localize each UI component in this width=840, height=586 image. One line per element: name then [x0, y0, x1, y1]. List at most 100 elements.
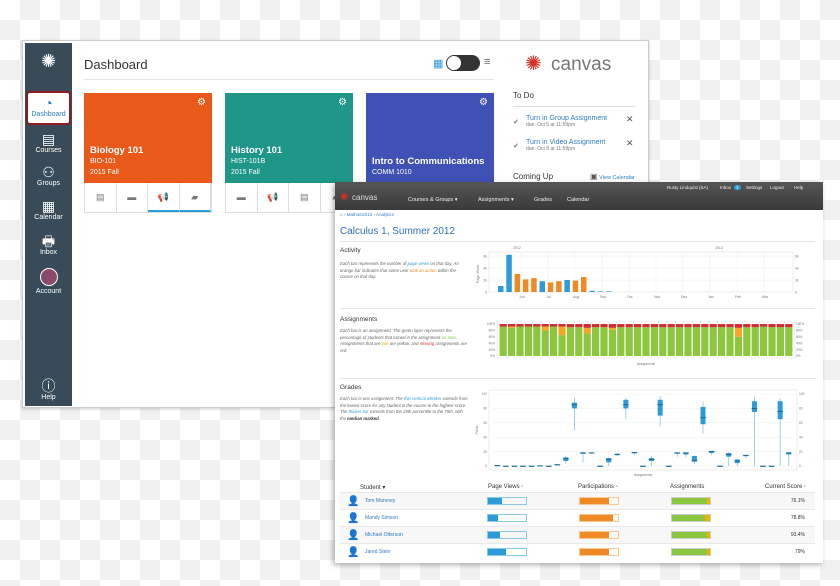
todo-link[interactable]: Turn in Video Assignment	[526, 139, 606, 146]
grade-box	[700, 406, 706, 425]
course-card-communications[interactable]: ⚙ Intro to Communications COMM 1010	[366, 93, 494, 183]
global-nav: ✺ ◔ Dashboard ▤ Courses ⚇ Groups ▦ Calendar …	[25, 43, 72, 406]
view-toggle[interactable]	[446, 55, 480, 71]
groups-icon: ⚇	[42, 164, 55, 180]
assignment-bar-on-time	[524, 326, 532, 356]
nav-grades[interactable]: Grades	[534, 197, 553, 203]
grades-heading: Grades	[340, 384, 362, 391]
x-tick-label: Jun	[519, 295, 525, 299]
assignment-bar-missing	[575, 324, 583, 328]
close-icon[interactable]: ✕	[626, 114, 634, 124]
col-student[interactable]: Student ▾	[360, 485, 386, 491]
logout-link[interactable]: Logout	[770, 185, 784, 190]
gear-icon[interactable]: ⚙	[479, 97, 488, 108]
student-name-link[interactable]: Mandy Simson	[365, 515, 399, 521]
assignment-bar-on-time	[743, 327, 751, 356]
current-score: 79%	[794, 549, 805, 555]
y-tick-label: 6k	[483, 255, 487, 259]
help-link[interactable]: Help	[794, 185, 804, 190]
list-view-icon[interactable]: ≡	[484, 56, 491, 68]
assignment-bar-on-time	[625, 327, 633, 356]
assignment-bar-missing	[642, 324, 650, 328]
inbox-link[interactable]: Inbox	[720, 185, 732, 190]
nav-account[interactable]: Account	[25, 268, 72, 295]
todo-item[interactable]: ✔ Turn in Group Assignment due: Oct 5 at 1…	[513, 115, 607, 128]
assignment-bar-on-time	[499, 326, 507, 356]
user-avatar-icon: 👤	[347, 547, 360, 558]
gear-icon[interactable]: ⚙	[338, 97, 347, 108]
grade-box	[769, 466, 775, 467]
nav-groups[interactable]: ⚇ Groups	[25, 164, 72, 187]
assignment-bar-missing	[583, 324, 591, 328]
files-folder-icon[interactable]: ▬	[117, 183, 148, 212]
grade-box	[571, 402, 577, 409]
divider	[340, 241, 815, 242]
assignment-bar-on-time	[768, 327, 776, 356]
brand-logo[interactable]: canvas	[352, 193, 378, 202]
nav-dashboard[interactable]: ◔ Dashboard	[26, 91, 71, 125]
assignment-bar-late	[508, 326, 516, 328]
col-page-views[interactable]: Page Views ◦	[488, 484, 524, 490]
student-name-link[interactable]: Tom Maroney	[365, 498, 396, 504]
breadcrumb-analytics[interactable]: Analytics	[376, 212, 395, 217]
nav-help[interactable]: ⓘ Help	[25, 378, 72, 401]
nav-calendar[interactable]: ▦ Calendar	[25, 198, 72, 221]
assignments-icon[interactable]: ▤	[289, 183, 321, 212]
x-tick-label: Jul	[546, 295, 551, 299]
view-calendar-link[interactable]: ▣ View Calendar	[590, 172, 635, 181]
nav-calendar[interactable]: Calendar	[567, 197, 590, 203]
page-title: Calculus 1, Summer 2012	[340, 226, 456, 237]
nav-courses-groups[interactable]: Courses & Groups ▾	[408, 197, 458, 203]
discussions-icon[interactable]: ▰	[179, 183, 211, 212]
breadcrumb: ⌂ › Math161S12 › Analytics	[340, 212, 395, 217]
page-views-bar	[487, 548, 527, 556]
breadcrumb-course[interactable]: Math161S12	[346, 212, 373, 217]
todo-link[interactable]: Turn in Group Assignment	[526, 115, 608, 122]
y-tick-label: 60%	[489, 335, 496, 339]
assignment-bar-missing	[625, 324, 633, 328]
assignments-chart: 0% 0% 20% 20% 40% 40% 60% 60% 80% 80% 100% 100% Assi…	[487, 321, 804, 366]
assignments-bar	[671, 531, 711, 539]
canvas-logo-icon[interactable]: ✺	[40, 51, 57, 71]
announcements-icon[interactable]: 📢	[148, 183, 180, 212]
col-current-score[interactable]: Current Score ◦	[765, 484, 807, 490]
settings-link[interactable]: Settings	[746, 185, 763, 190]
assignment-bar-on-time	[566, 327, 574, 356]
nav-inbox[interactable]: 🖶 Inbox	[25, 233, 72, 256]
analytics-window: ✺ canvas Courses & Groups ▾ Assignments …	[335, 182, 823, 563]
card-view-icon[interactable]: ▦	[433, 58, 444, 70]
y-tick-label: 80	[799, 407, 803, 411]
assignments-icon[interactable]: ▤	[85, 183, 117, 212]
close-icon[interactable]: ✕	[626, 138, 634, 148]
activity-bar	[522, 279, 529, 292]
user-link[interactable]: Rusty Lindquist (SA)	[667, 185, 709, 190]
assignment-bar-missing	[701, 324, 709, 328]
assignment-bar-on-time	[701, 327, 709, 356]
assignment-bar-late	[558, 326, 566, 336]
assignment-bar-on-time	[608, 329, 616, 356]
files-folder-icon[interactable]: ▬	[226, 183, 258, 212]
assignment-bar-missing	[676, 324, 684, 328]
home-icon[interactable]: ⌂	[340, 212, 343, 217]
course-card-history[interactable]: ⚙ History 101 HIST-101B 2015 Fall	[225, 93, 353, 183]
nav-assignments[interactable]: Assignments ▾	[478, 197, 514, 203]
assignments-bar	[671, 497, 711, 505]
course-card-biology[interactable]: ⚙ Biology 101 BIO-101 2015 Fall	[84, 93, 212, 183]
divider	[513, 106, 635, 107]
grades-description: Each bar is one assignment. The thin ver…	[340, 396, 468, 421]
announcements-icon[interactable]: 📢	[258, 183, 289, 212]
help-icon: ⓘ	[41, 378, 56, 394]
activity-chart: 0 0 2k 2k 4k 4k 6k 6k Page Views 2012 2013 Jun Jul Au…	[476, 246, 799, 299]
gear-icon[interactable]: ⚙	[197, 97, 206, 108]
activity-bar	[547, 282, 554, 292]
student-name-link[interactable]: Michael Otterson	[365, 532, 403, 538]
col-participations[interactable]: Participations ◦	[578, 484, 618, 490]
grade-box	[520, 466, 526, 467]
nav-courses[interactable]: ▤ Courses	[25, 131, 72, 154]
todo-item[interactable]: ✔ Turn in Video Assignment due: Oct 8 at 1…	[513, 139, 605, 152]
x-axis-label: Assignments	[634, 473, 653, 477]
assignment-bar-on-time	[760, 326, 768, 356]
student-name-link[interactable]: Jared Stein	[365, 549, 391, 555]
y-tick-label: 0	[795, 291, 797, 295]
assignment-bar-on-time	[583, 333, 591, 356]
